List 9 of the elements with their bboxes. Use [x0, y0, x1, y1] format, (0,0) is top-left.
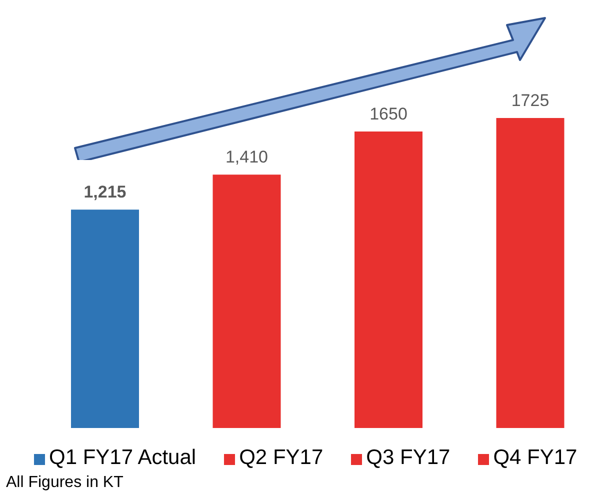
- legend-label: Q4 FY17: [493, 446, 578, 469]
- legend-label: Q3 FY17: [366, 446, 450, 469]
- text: All Figures in KT: [6, 474, 124, 492]
- data-label: 1,410: [225, 148, 268, 167]
- legend-label: Q2 FY17: [239, 446, 324, 469]
- data-label: 1650: [370, 104, 408, 124]
- legend-label: Q1 FY17 Actual: [49, 446, 196, 469]
- data-label: 1725: [511, 91, 550, 110]
- data-label: 1,215: [84, 182, 126, 202]
